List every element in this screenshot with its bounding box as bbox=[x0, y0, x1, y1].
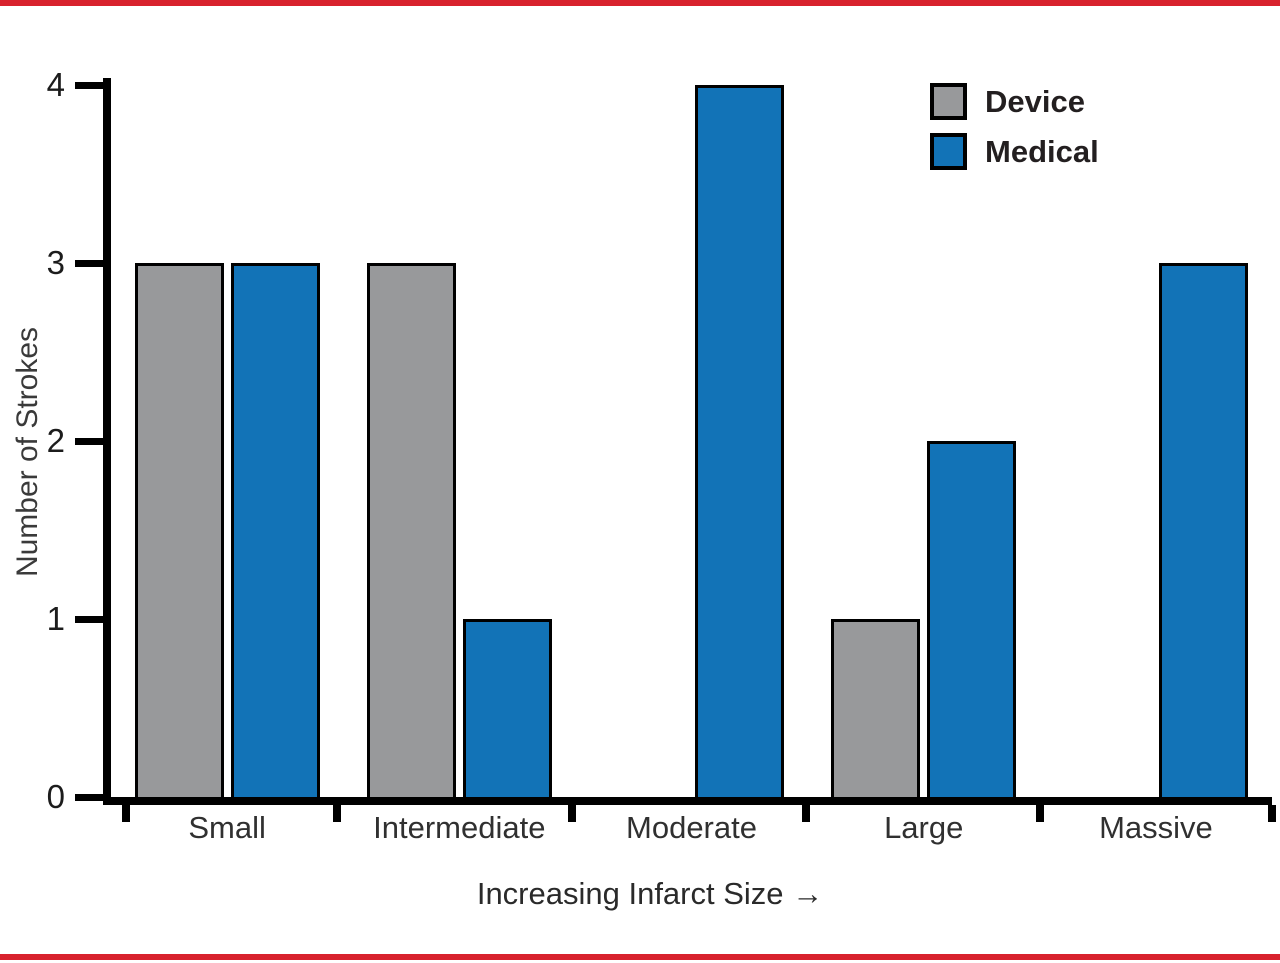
top-red-rule bbox=[0, 0, 1280, 6]
x-category-label: Moderate bbox=[626, 810, 757, 845]
y-tick-label: 0 bbox=[46, 778, 65, 815]
legend-swatch-device bbox=[930, 83, 967, 120]
x-axis-tick bbox=[333, 805, 342, 822]
x-axis-tick bbox=[567, 805, 576, 822]
bar-slot bbox=[599, 85, 688, 797]
bar-medical-intermediate bbox=[462, 619, 552, 797]
category-group-intermediate bbox=[343, 85, 575, 797]
bar-medical-massive bbox=[1159, 263, 1249, 797]
bar-device-intermediate bbox=[366, 263, 456, 797]
legend-swatch-medical bbox=[930, 133, 967, 170]
x-category-label: Small bbox=[188, 810, 266, 845]
y-axis-tick bbox=[75, 616, 111, 623]
bar-slot bbox=[462, 85, 552, 797]
x-axis-tick bbox=[1268, 805, 1276, 822]
bottom-red-rule bbox=[0, 954, 1280, 960]
category-group-massive bbox=[1040, 85, 1272, 797]
x-category-label: Intermediate bbox=[373, 810, 546, 845]
x-axis-title: Increasing Infarct Size → bbox=[476, 876, 824, 911]
bar-groups bbox=[111, 85, 1272, 797]
x-category-label: Large bbox=[884, 810, 964, 845]
y-tick-label: 1 bbox=[46, 600, 65, 637]
bar-device-large bbox=[831, 619, 921, 797]
x-category-label: Massive bbox=[1099, 810, 1213, 845]
x-axis-tick bbox=[802, 805, 811, 822]
category-group-small bbox=[111, 85, 343, 797]
y-tick-label: 2 bbox=[46, 422, 65, 459]
bar-slot bbox=[230, 85, 320, 797]
legend-item-device: Device bbox=[930, 83, 1099, 120]
y-axis-tick bbox=[75, 794, 111, 801]
y-axis-tick bbox=[75, 260, 111, 267]
bar-slot bbox=[134, 85, 224, 797]
bar-slot bbox=[927, 85, 1017, 797]
bar-slot bbox=[1159, 85, 1249, 797]
bar-medical-moderate bbox=[695, 85, 784, 797]
bar-slot bbox=[831, 85, 921, 797]
category-group-large bbox=[808, 85, 1040, 797]
legend-label-device: Device bbox=[985, 84, 1085, 119]
bar-slot bbox=[1063, 85, 1152, 797]
y-tick-label: 3 bbox=[46, 244, 65, 281]
x-axis-tick bbox=[122, 805, 131, 822]
bar-slot bbox=[366, 85, 456, 797]
bar-medical-small bbox=[230, 263, 320, 797]
x-axis-tick bbox=[1035, 805, 1044, 822]
category-group-moderate bbox=[575, 85, 807, 797]
legend: Device Medical bbox=[930, 83, 1099, 170]
plot-area: 0 1 2 3 4 Small Intermediate Moderate Large Massi… bbox=[47, 68, 1276, 845]
bar-medical-large bbox=[927, 441, 1017, 797]
bar-slot bbox=[695, 85, 784, 797]
y-axis-tick bbox=[75, 438, 111, 445]
y-tick-label: 4 bbox=[46, 66, 65, 103]
x-category-labels: Small Intermediate Moderate Large Massive bbox=[111, 811, 1272, 845]
y-axis-tick bbox=[75, 82, 111, 89]
bar-device-small bbox=[134, 263, 224, 797]
legend-item-medical: Medical bbox=[930, 133, 1099, 170]
legend-label-medical: Medical bbox=[985, 134, 1099, 169]
